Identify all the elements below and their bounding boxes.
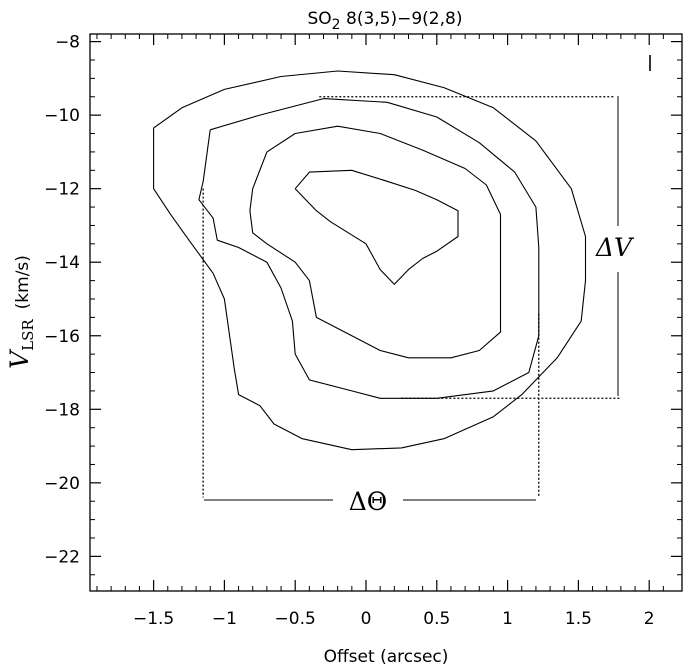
chart-title: SO2 8(3,5)−9(2,8) [308,9,463,33]
y-axis-unit: (km/s) [13,255,33,309]
contour-level-3 [249,125,502,359]
y-axis-symbol: V [5,348,34,369]
y-tick-label: −16 [44,327,80,347]
contour-level-1 [153,70,587,451]
x-axis: −1.5 −1 −0.5 0 0.5 1 1.5 2 [96,34,664,629]
x-tick-label: −1.5 [133,609,174,629]
title-rest: 8(3,5)−9(2,8) [341,9,463,29]
y-axis: −8 −10 −12 −14 −16 −18 −20 −22 [44,33,682,576]
contour-layer [153,70,587,451]
dashed-guides [202,96,621,498]
x-tick-label: 0.5 [423,609,450,629]
y-tick-label: −20 [44,474,80,494]
delta-theta-marker: ΔΘ [204,487,536,516]
x-tick-label: −1 [212,609,237,629]
title-main: SO [308,9,332,29]
x-tick-label: 1 [502,609,513,629]
svg-text:SO2 8(3,5)−9(2,8): SO2 8(3,5)−9(2,8) [308,9,463,33]
contour-level-2 [198,98,540,399]
x-tick-label: 0 [361,609,372,629]
x-tick-label: 1.5 [565,609,592,629]
y-axis-title: VLSR (km/s) [5,255,37,369]
y-tick-label: −22 [44,547,80,567]
delta-v-label: ΔV [595,233,635,262]
svg-text:VLSR(km/s): VLSR (km/s) [5,255,37,369]
x-tick-label: −0.5 [275,609,316,629]
y-axis-subscript: LSR [19,319,37,351]
y-tick-label: −18 [44,400,80,420]
x-tick-label: 2 [644,609,655,629]
contour-level-4 [294,169,459,285]
x-axis-title: Offset (arcsec) [324,647,449,667]
title-subscript: 2 [332,17,341,33]
delta-v-marker: ΔV [595,96,635,396]
y-tick-label: −14 [44,253,80,273]
y-tick-label: −8 [55,33,80,53]
delta-theta-label: ΔΘ [349,487,388,516]
y-tick-label: −10 [44,106,80,126]
y-tick-label: −12 [44,180,80,200]
plot-frame [89,33,683,592]
